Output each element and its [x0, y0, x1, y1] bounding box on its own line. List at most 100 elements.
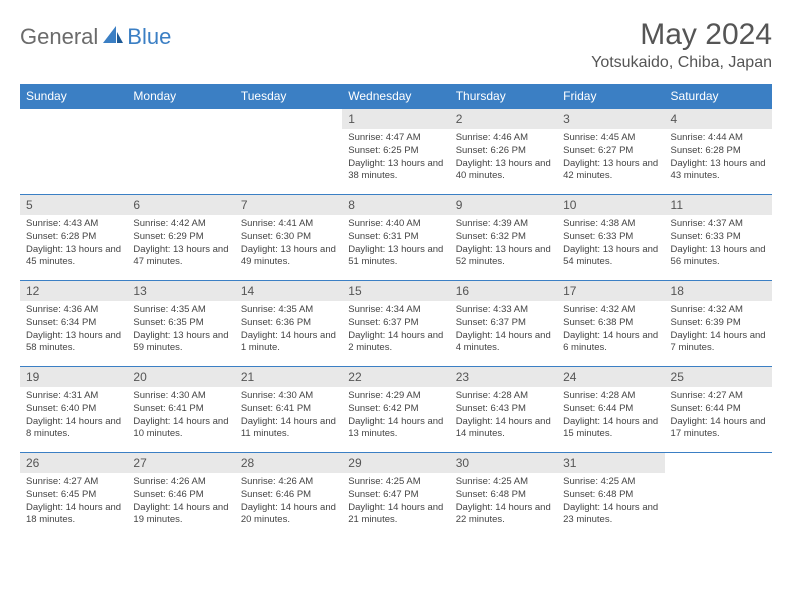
daylight-text: Daylight: 13 hours and 59 minutes. — [133, 330, 228, 356]
calendar-day-cell: 13 Sunrise: 4:35 AMSunset: 6:35 PMDayligh… — [127, 281, 234, 367]
day-info: Sunrise: 4:35 AMSunset: 6:36 PMDaylight:… — [235, 301, 342, 359]
sunset-text: Sunset: 6:35 PM — [133, 317, 228, 330]
sunset-text: Sunset: 6:42 PM — [348, 403, 443, 416]
daylight-text: Daylight: 13 hours and 43 minutes. — [671, 158, 766, 184]
header: General Blue May 2024 Yotsukaido, Chiba,… — [20, 18, 772, 72]
sunset-text: Sunset: 6:30 PM — [241, 231, 336, 244]
sunrise-text: Sunrise: 4:35 AM — [241, 304, 336, 317]
sunset-text: Sunset: 6:45 PM — [26, 489, 121, 502]
daylight-text: Daylight: 14 hours and 19 minutes. — [133, 502, 228, 528]
day-info: Sunrise: 4:43 AMSunset: 6:28 PMDaylight:… — [20, 215, 127, 273]
calendar-day-cell: 19Sunrise: 4:31 AMSunset: 6:40 PMDayligh… — [20, 367, 127, 453]
day-number: 11 — [665, 195, 772, 215]
sunrise-text: Sunrise: 4:39 AM — [456, 218, 551, 231]
day-info: Sunrise: 4:46 AMSunset: 6:26 PMDaylight:… — [450, 129, 557, 187]
calendar-body: 1Sunrise: 4:47 AMSunset: 6:25 PMDaylight… — [20, 109, 772, 539]
sunset-text: Sunset: 6:39 PM — [671, 317, 766, 330]
sunrise-text: Sunrise: 4:46 AM — [456, 132, 551, 145]
sunrise-text: Sunrise: 4:33 AM — [456, 304, 551, 317]
sunrise-text: Sunrise: 4:34 AM — [348, 304, 443, 317]
calendar-day-cell: 20Sunrise: 4:30 AMSunset: 6:41 PMDayligh… — [127, 367, 234, 453]
sunrise-text: Sunrise: 4:37 AM — [671, 218, 766, 231]
day-info: Sunrise: 4:41 AMSunset: 6:30 PMDaylight:… — [235, 215, 342, 273]
day-info: Sunrise: 4:28 AMSunset: 6:43 PMDaylight:… — [450, 387, 557, 445]
calendar-day-cell: 10Sunrise: 4:38 AMSunset: 6:33 PMDayligh… — [557, 195, 664, 281]
sunrise-text: Sunrise: 4:32 AM — [671, 304, 766, 317]
calendar-day-cell: 22Sunrise: 4:29 AMSunset: 6:42 PMDayligh… — [342, 367, 449, 453]
daylight-text: Daylight: 14 hours and 23 minutes. — [563, 502, 658, 528]
calendar-day-cell: 28Sunrise: 4:26 AMSunset: 6:46 PMDayligh… — [235, 453, 342, 539]
sunset-text: Sunset: 6:46 PM — [241, 489, 336, 502]
weekday-header: Monday — [127, 84, 234, 109]
daylight-text: Daylight: 13 hours and 54 minutes. — [563, 244, 658, 270]
calendar-day-cell: 25Sunrise: 4:27 AMSunset: 6:44 PMDayligh… — [665, 367, 772, 453]
sunrise-text: Sunrise: 4:26 AM — [241, 476, 336, 489]
daylight-text: Daylight: 13 hours and 52 minutes. — [456, 244, 551, 270]
day-info: Sunrise: 4:44 AMSunset: 6:28 PMDaylight:… — [665, 129, 772, 187]
day-number: 21 — [235, 367, 342, 387]
sunset-text: Sunset: 6:48 PM — [563, 489, 658, 502]
sunrise-text: Sunrise: 4:25 AM — [456, 476, 551, 489]
sunrise-text: Sunrise: 4:26 AM — [133, 476, 228, 489]
weekday-header: Sunday — [20, 84, 127, 109]
day-info: Sunrise: 4:28 AMSunset: 6:44 PMDaylight:… — [557, 387, 664, 445]
sunrise-text: Sunrise: 4:35 AM — [133, 304, 228, 317]
sunset-text: Sunset: 6:32 PM — [456, 231, 551, 244]
day-number: 30 — [450, 453, 557, 473]
sunrise-text: Sunrise: 4:44 AM — [671, 132, 766, 145]
calendar-week-row: 26Sunrise: 4:27 AMSunset: 6:45 PMDayligh… — [20, 453, 772, 539]
day-info: Sunrise: 4:29 AMSunset: 6:42 PMDaylight:… — [342, 387, 449, 445]
sunset-text: Sunset: 6:33 PM — [563, 231, 658, 244]
daylight-text: Daylight: 13 hours and 47 minutes. — [133, 244, 228, 270]
day-info: Sunrise: 4:30 AMSunset: 6:41 PMDaylight:… — [127, 387, 234, 445]
sunrise-text: Sunrise: 4:32 AM — [563, 304, 658, 317]
daylight-text: Daylight: 14 hours and 1 minute. — [241, 330, 336, 356]
daylight-text: Daylight: 13 hours and 42 minutes. — [563, 158, 658, 184]
sunset-text: Sunset: 6:40 PM — [26, 403, 121, 416]
daylight-text: Daylight: 14 hours and 11 minutes. — [241, 416, 336, 442]
calendar-day-cell: 17Sunrise: 4:32 AMSunset: 6:38 PMDayligh… — [557, 281, 664, 367]
calendar-day-cell: 1Sunrise: 4:47 AMSunset: 6:25 PMDaylight… — [342, 109, 449, 195]
sunrise-text: Sunrise: 4:29 AM — [348, 390, 443, 403]
sunset-text: Sunset: 6:36 PM — [241, 317, 336, 330]
calendar-day-cell: 16Sunrise: 4:33 AMSunset: 6:37 PMDayligh… — [450, 281, 557, 367]
day-info: Sunrise: 4:36 AMSunset: 6:34 PMDaylight:… — [20, 301, 127, 359]
daylight-text: Daylight: 13 hours and 38 minutes. — [348, 158, 443, 184]
day-number: 13 — [127, 281, 234, 301]
day-number: 7 — [235, 195, 342, 215]
calendar-day-cell: 12Sunrise: 4:36 AMSunset: 6:34 PMDayligh… — [20, 281, 127, 367]
calendar-day-cell: 14Sunrise: 4:35 AMSunset: 6:36 PMDayligh… — [235, 281, 342, 367]
sunset-text: Sunset: 6:31 PM — [348, 231, 443, 244]
weekday-header: Saturday — [665, 84, 772, 109]
weekday-header-row: Sunday Monday Tuesday Wednesday Thursday… — [20, 84, 772, 109]
sunset-text: Sunset: 6:33 PM — [671, 231, 766, 244]
day-info: Sunrise: 4:26 AMSunset: 6:46 PMDaylight:… — [127, 473, 234, 531]
calendar-day-cell: 6Sunrise: 4:42 AMSunset: 6:29 PMDaylight… — [127, 195, 234, 281]
sunrise-text: Sunrise: 4:28 AM — [563, 390, 658, 403]
weekday-header: Thursday — [450, 84, 557, 109]
day-number: 4 — [665, 109, 772, 129]
logo: General Blue — [20, 24, 171, 50]
daylight-text: Daylight: 14 hours and 2 minutes. — [348, 330, 443, 356]
sunset-text: Sunset: 6:38 PM — [563, 317, 658, 330]
sunrise-text: Sunrise: 4:36 AM — [26, 304, 121, 317]
day-number: 25 — [665, 367, 772, 387]
day-number: 23 — [450, 367, 557, 387]
calendar-day-cell — [665, 453, 772, 539]
sunrise-text: Sunrise: 4:38 AM — [563, 218, 658, 231]
daylight-text: Daylight: 13 hours and 45 minutes. — [26, 244, 121, 270]
calendar-week-row: 5Sunrise: 4:43 AMSunset: 6:28 PMDaylight… — [20, 195, 772, 281]
day-info: Sunrise: 4:33 AMSunset: 6:37 PMDaylight:… — [450, 301, 557, 359]
calendar-day-cell — [127, 109, 234, 195]
daylight-text: Daylight: 14 hours and 20 minutes. — [241, 502, 336, 528]
title-block: May 2024 Yotsukaido, Chiba, Japan — [591, 18, 772, 72]
day-number: 8 — [342, 195, 449, 215]
daylight-text: Daylight: 13 hours and 51 minutes. — [348, 244, 443, 270]
calendar-day-cell: 21Sunrise: 4:30 AMSunset: 6:41 PMDayligh… — [235, 367, 342, 453]
daylight-text: Daylight: 14 hours and 7 minutes. — [671, 330, 766, 356]
day-number: 22 — [342, 367, 449, 387]
calendar-day-cell — [235, 109, 342, 195]
sunrise-text: Sunrise: 4:45 AM — [563, 132, 658, 145]
day-info: Sunrise: 4:27 AMSunset: 6:45 PMDaylight:… — [20, 473, 127, 531]
calendar-day-cell: 26Sunrise: 4:27 AMSunset: 6:45 PMDayligh… — [20, 453, 127, 539]
